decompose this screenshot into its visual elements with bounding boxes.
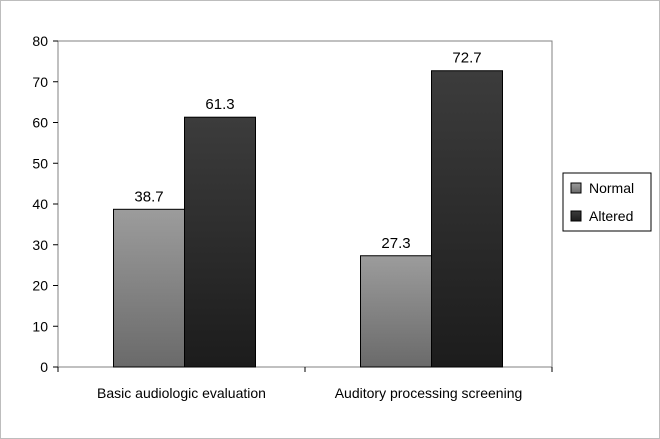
data-labels-group: 38.7 61.3 27.3 72.7 (134, 50, 481, 252)
legend: Normal Altered (562, 172, 652, 232)
y-tick-label: 60 (32, 115, 48, 131)
x-axis: Basic audiologic evaluation Auditory proc… (57, 367, 553, 401)
legend-swatch-normal (570, 182, 582, 194)
y-tick-label: 20 (32, 278, 48, 294)
legend-label-normal: Normal (589, 180, 634, 196)
y-tick-label: 40 (32, 196, 48, 212)
y-tick-label: 30 (32, 237, 48, 253)
y-tick-label: 70 (32, 74, 48, 90)
data-label: 72.7 (452, 50, 481, 67)
bar-normal (360, 255, 432, 368)
data-label: 27.3 (381, 235, 410, 252)
y-tick-label: 0 (40, 359, 48, 375)
bar-altered (431, 70, 503, 368)
bars-group (113, 70, 503, 368)
y-tick-label: 50 (32, 155, 48, 171)
x-category-label: Auditory processing screening (335, 385, 523, 401)
data-label: 61.3 (205, 96, 234, 113)
bar-normal (113, 208, 185, 368)
data-label: 38.7 (134, 188, 163, 205)
y-tick-label: 80 (32, 33, 48, 49)
y-tick-label: 10 (32, 318, 48, 334)
bar-altered (184, 116, 256, 368)
x-category-label: Basic audiologic evaluation (97, 385, 266, 401)
legend-swatch-altered (570, 210, 582, 222)
y-axis: 0 10 20 30 40 50 60 70 80 (32, 33, 58, 375)
legend-label-altered: Altered (589, 208, 633, 224)
